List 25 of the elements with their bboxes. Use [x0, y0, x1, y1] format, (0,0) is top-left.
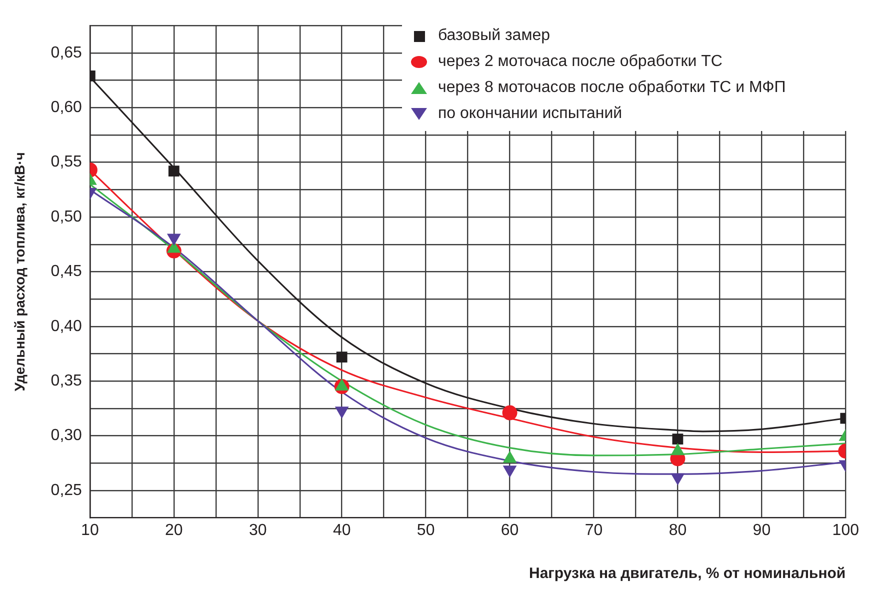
x-tick-label: 50: [416, 522, 435, 539]
x-tick-label: 20: [165, 522, 183, 539]
y-tick-label: 0,35: [50, 372, 82, 390]
y-tick-label: 0,60: [50, 99, 82, 116]
y-tick-label: 0,55: [50, 154, 82, 171]
y-tick-label: 0,65: [50, 44, 82, 62]
x-tick-label: 60: [500, 522, 519, 539]
x-tick-label: 90: [752, 522, 771, 539]
y-tick-label: 0,25: [50, 482, 82, 499]
y-tick-label: 0,50: [50, 208, 82, 226]
legend-label: через 2 моточаса после обработки ТС: [438, 53, 722, 71]
x-tick-label: 80: [668, 522, 687, 539]
legend-label: базовый замер: [438, 27, 550, 45]
y-axis-title: Удельный расход топлива, кг/кВ·ч: [11, 152, 28, 392]
x-tick-label: 70: [584, 522, 603, 539]
x-axis-title: Нагрузка на двигатель, % от номинальной: [528, 565, 846, 582]
y-tick-label: 0,45: [50, 263, 82, 280]
x-tick-label: 10: [81, 522, 99, 539]
y-tick-label: 0,30: [50, 427, 82, 444]
y-tick-label: 0,40: [50, 318, 82, 335]
legend-label: по окончании испытаний: [438, 105, 622, 123]
legend-label: через 8 моточасов после обработки ТС и МФП: [438, 79, 786, 97]
x-tick-label: 40: [332, 522, 351, 539]
x-tick-label: 100: [832, 522, 860, 539]
x-tick-label: 30: [248, 522, 267, 539]
